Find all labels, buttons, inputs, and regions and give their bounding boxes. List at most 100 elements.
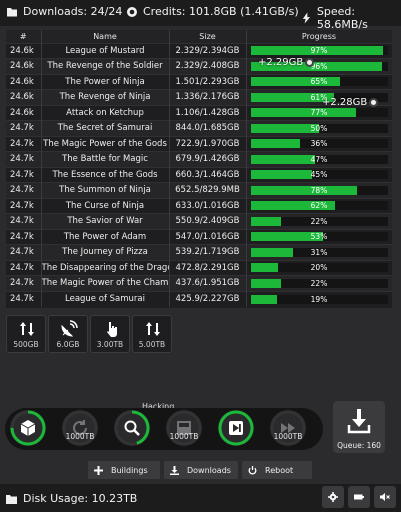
download-id: 24.7k <box>6 135 42 152</box>
hack-cost-label: 1000TB <box>169 432 199 441</box>
progress-percent-label: 31% <box>310 247 328 257</box>
table-row[interactable]: 24.6k The Revenge of Ninja 1.336/2.176GB 61… <box>6 89 392 105</box>
download-size: 844.0/1.685GB <box>169 120 247 136</box>
hack-button-refresh[interactable]: 1000TB <box>62 410 98 446</box>
download-progress-cell: 47% <box>246 151 392 167</box>
download-size: 2.329/2.394GB <box>169 42 247 59</box>
column-header-size[interactable]: Size <box>169 30 247 43</box>
server-icon <box>177 421 191 435</box>
download-progress-cell: 53% <box>246 228 392 245</box>
settings-button[interactable] <box>322 486 344 508</box>
reboot-button[interactable]: Reboot <box>242 461 312 479</box>
progress-percent-label: 78% <box>310 185 328 195</box>
downloads-button-label: Downloads <box>187 465 231 475</box>
table-row[interactable]: 24.7k The Savior of War 550.9/2.409GB 22% <box>6 213 392 229</box>
column-header-name[interactable]: Name <box>41 30 170 43</box>
progress-bar-fill <box>250 92 335 102</box>
plus-icon <box>94 465 103 475</box>
table-row[interactable]: 24.7k The Journey of Pizza 539.2/1.719GB 31… <box>6 244 392 260</box>
download-id: 24.7k <box>6 275 42 291</box>
progress-bar: 65% <box>250 77 388 87</box>
download-size: 660.3/1.464GB <box>169 166 247 183</box>
disk-usage: Disk Usage: 10.23TB <box>6 492 137 505</box>
download-name: The Secret of Samurai <box>41 120 170 136</box>
mute-button[interactable] <box>374 486 396 508</box>
upgrade-button-4[interactable]: 5.00TB <box>132 315 172 353</box>
fast-forward-icon <box>281 423 295 433</box>
download-size: 652.5/829.9MB <box>169 182 247 198</box>
progress-percent-label: 61% <box>310 92 328 102</box>
table-row[interactable]: 24.7k The Secret of Samurai 844.0/1.685GB 5… <box>6 120 392 136</box>
table-row[interactable]: 24.7k The Battle for Magic 679.9/1.426GB 47… <box>6 151 392 167</box>
download-name: The Battle for Magic <box>41 151 170 167</box>
upgrade-button-1[interactable]: 500GB <box>6 315 46 353</box>
sort-arrows-icon <box>20 322 34 336</box>
table-row[interactable]: 24.7k The Curse of Ninja 633.0/1.016GB 62% <box>6 197 392 214</box>
buildings-button[interactable]: Buildings <box>88 461 160 479</box>
table-row[interactable]: 24.6k The Revenge of the Soldier 2.329/2.4… <box>6 58 392 74</box>
progress-bar-fill <box>250 185 358 195</box>
downloads-button[interactable]: Downloads <box>164 461 238 479</box>
column-header-id[interactable]: # <box>6 30 42 43</box>
download-size: 472.8/2.291GB <box>169 259 247 276</box>
download-progress-cell: 96% <box>246 58 392 74</box>
table-row[interactable]: 24.6k Attack on Ketchup 1.106/1.428GB 77% <box>6 104 392 121</box>
table-row[interactable]: 24.7k The Summon of Ninja 652.5/829.9MB 78% <box>6 182 392 198</box>
downloads-table[interactable]: # Name Size Progress 24.6k League of Must… <box>6 30 392 308</box>
download-icon <box>170 465 179 475</box>
progress-bar-fill <box>250 232 324 242</box>
credit-gain-popup: +2.28GB <box>322 97 379 108</box>
credits-stat: Credits: 101.8GB (1.41GB/s) <box>126 5 299 18</box>
progress-bar: 45% <box>250 170 388 180</box>
download-size: 1.106/1.428GB <box>169 104 247 121</box>
reboot-label: Reboot <box>265 465 294 475</box>
download-size: 722.9/1.970GB <box>169 135 247 152</box>
table-row[interactable]: 24.6k The Power of Ninja 1.501/2.293GB 65% <box>6 73 392 90</box>
hack-button-cube[interactable] <box>10 410 46 446</box>
progress-bar: 22% <box>250 216 388 226</box>
credit-gain-label: +2.28GB <box>322 97 368 108</box>
upgrade-button-2[interactable]: 6.0GB <box>48 315 88 353</box>
hack-button-search[interactable] <box>114 410 150 446</box>
progress-percent-label: 97% <box>310 46 328 56</box>
table-row[interactable]: 24.7k The Disappearing of the Dragon 472.8… <box>6 259 392 276</box>
upgrade-cost-label: 500GB <box>13 340 39 349</box>
progress-bar-fill <box>250 77 340 87</box>
table-row[interactable]: 24.7k League of Samurai 425.9/2.227GB 19% <box>6 290 392 307</box>
download-progress-cell: 78% <box>246 182 392 198</box>
queue-button[interactable]: Queue: 160 <box>333 401 385 453</box>
download-name: The Essence of the Gods <box>41 166 170 183</box>
download-id: 24.7k <box>6 290 42 307</box>
download-id: 24.7k <box>6 182 42 198</box>
progress-bar: 78% <box>250 185 388 195</box>
hack-button-server[interactable]: 1000TB <box>166 410 202 446</box>
download-tray-icon <box>347 409 371 434</box>
hack-button-fast-forward[interactable]: 1000TB <box>270 410 306 446</box>
hack-button-skip[interactable] <box>218 410 254 446</box>
download-id: 24.7k <box>6 228 42 245</box>
download-id: 24.7k <box>6 213 42 229</box>
download-name: The Magic Power of the Gods <box>41 135 170 152</box>
table-row[interactable]: 24.7k The Power of Adam 547.0/1.016GB 53% <box>6 228 392 245</box>
table-row[interactable]: 24.7k The Essence of the Gods 660.3/1.464G… <box>6 166 392 183</box>
download-size: 2.329/2.408GB <box>169 58 247 74</box>
coin-icon <box>369 98 379 107</box>
cube-icon <box>20 420 36 436</box>
hack-progress-ring <box>270 410 306 446</box>
column-header-progress[interactable]: Progress <box>246 30 392 43</box>
table-row[interactable]: 24.6k League of Mustard 2.329/2.394GB 97% <box>6 42 392 59</box>
download-name: The Savior of War <box>41 213 170 229</box>
hack-cost-label: 1000TB <box>65 432 95 441</box>
download-id: 24.7k <box>6 166 42 183</box>
table-row[interactable]: 24.7k The Magic Power of the Gods 722.9/1.… <box>6 135 392 152</box>
downloads-stat: Downloads: 24/24 <box>6 5 122 18</box>
progress-percent-label: 96% <box>310 61 328 71</box>
upgrade-button-3[interactable]: 3.00TB <box>90 315 130 353</box>
progress-bar-fill <box>250 263 278 273</box>
gear-icon <box>328 492 338 502</box>
battery-button[interactable] <box>348 486 370 508</box>
progress-percent-label: 62% <box>310 201 328 211</box>
download-name: The Summon of Ninja <box>41 182 170 198</box>
download-name: The Revenge of Ninja <box>41 89 170 105</box>
